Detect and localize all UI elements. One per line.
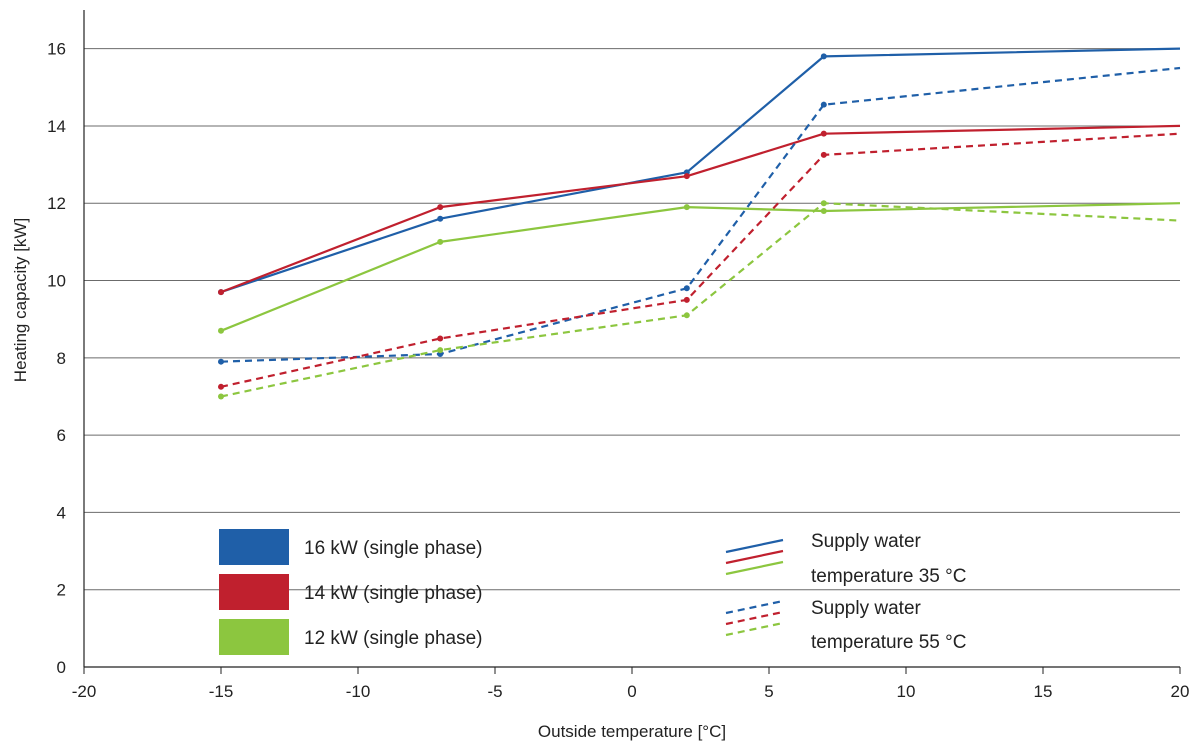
legend-style-label: Supply water	[811, 531, 922, 552]
data-point-s16_55	[820, 101, 827, 108]
y-tick-label: 6	[57, 426, 66, 445]
series-lines	[218, 47, 1181, 400]
legend-style-label: Supply water	[811, 598, 922, 619]
legend-style-label: temperature 55 °C	[811, 632, 966, 653]
legend-line-sample	[725, 549, 784, 565]
y-tick-label: 14	[47, 117, 66, 136]
y-tick-label: 8	[57, 349, 66, 368]
data-point-s14_35	[218, 289, 224, 296]
legend-unit-label: 14 kW (single phase)	[304, 583, 482, 604]
x-tick-label: -5	[487, 682, 502, 701]
data-point-s16_55	[683, 285, 690, 292]
data-point-s12_55	[218, 393, 224, 400]
y-tick-label: 12	[47, 194, 66, 213]
series-line-s16_55	[220, 66, 1181, 363]
data-point-s12_35	[218, 327, 224, 334]
x-tick-label: -15	[209, 682, 234, 701]
data-point-s14_55	[683, 296, 690, 303]
data-point-s14_35	[683, 173, 690, 180]
data-point-s12_55	[820, 200, 827, 207]
legend-line-sample	[725, 610, 784, 626]
series-line-s12_55	[220, 202, 1181, 398]
legend-unit-label: 12 kW (single phase)	[304, 628, 482, 649]
legend-style-label: temperature 35 °C	[811, 566, 966, 587]
data-point-s16_55	[218, 358, 224, 365]
legend-line-sample	[725, 621, 784, 637]
legend-unit-label: 16 kW (single phase)	[304, 538, 482, 559]
y-axis-title: Heating capacity [kW]	[11, 218, 30, 382]
y-tick-label: 4	[57, 503, 66, 522]
data-point-s14_55	[820, 151, 827, 158]
x-tick-label: 15	[1034, 682, 1053, 701]
data-point-s12_35	[437, 238, 444, 245]
data-point-s14_55	[218, 383, 224, 390]
data-point-s14_35	[820, 130, 827, 137]
x-tick-label: 10	[897, 682, 916, 701]
data-point-s14_35	[437, 204, 444, 211]
x-axis-title: Outside temperature [°C]	[538, 722, 726, 741]
y-tick-label: 10	[47, 272, 66, 291]
y-tick-label: 2	[57, 581, 66, 600]
legend-line-sample	[725, 560, 784, 576]
legend-line-sample	[725, 599, 784, 615]
series-line-s14_35	[220, 124, 1181, 294]
data-point-s14_55	[437, 335, 444, 342]
data-point-s16_35	[437, 215, 444, 222]
data-point-s12_55	[437, 347, 444, 354]
axes: 0 2 4 6 8 10 12 14 16 -20 -15 -10 -5 0 5 10 15 20	[47, 10, 1189, 701]
x-tick-label: 5	[764, 682, 773, 701]
gridlines	[84, 48, 1180, 591]
data-point-s12_55	[683, 312, 690, 319]
series-line-s16_35	[220, 47, 1181, 294]
legend-swatch	[219, 529, 289, 565]
data-point-s12_35	[683, 204, 690, 211]
series-line-s12_35	[220, 202, 1181, 332]
x-tick-label: 0	[627, 682, 636, 701]
data-point-s16_35	[820, 53, 827, 60]
y-tick-label: 16	[47, 40, 66, 59]
x-tick-label: 20	[1171, 682, 1190, 701]
data-point-s12_35	[820, 207, 827, 214]
legend-swatch	[219, 574, 289, 610]
legend-swatch	[219, 619, 289, 655]
x-tick-label: -10	[346, 682, 371, 701]
legend-line-sample	[725, 538, 784, 554]
legend: 16 kW (single phase) 14 kW (single phase)…	[219, 529, 966, 655]
x-tick-label: -20	[72, 682, 97, 701]
y-tick-label: 0	[57, 658, 66, 677]
